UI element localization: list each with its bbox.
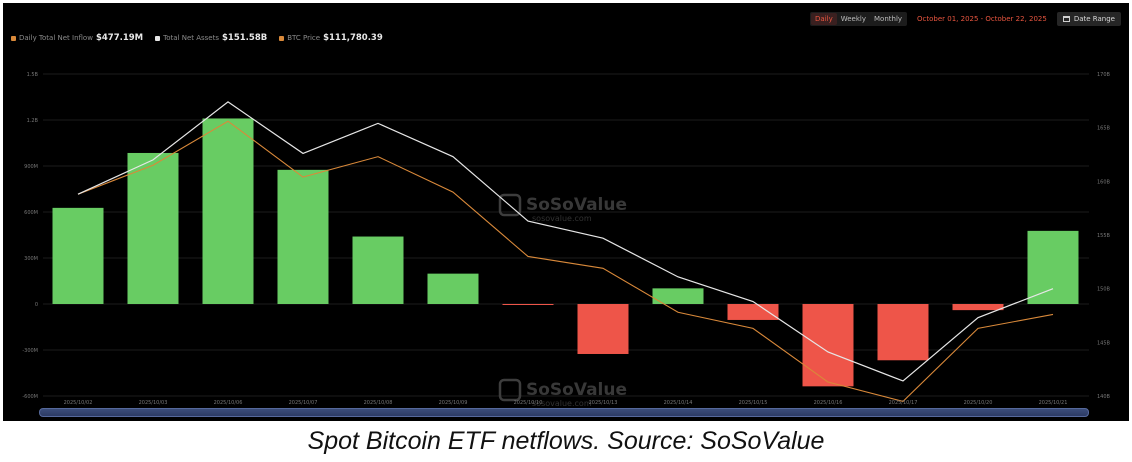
net-inflow-bar[interactable] xyxy=(502,304,554,305)
interval-weekly-button[interactable]: Weekly xyxy=(840,15,866,23)
x-axis-tick-label: 2025/10/21 xyxy=(1039,400,1068,406)
chart-legend: Daily Total Net Inflow $477.19M Total Ne… xyxy=(11,33,383,43)
legend-swatch-net-inflow xyxy=(11,35,16,41)
net-inflow-bar[interactable] xyxy=(277,169,329,304)
right-axis-tick-label: 140B xyxy=(1097,394,1111,400)
line-series xyxy=(77,101,1054,402)
net-inflow-bar[interactable] xyxy=(577,304,629,354)
legend-label-btc-price: BTC Price xyxy=(287,34,321,42)
figure-caption: Spot Bitcoin ETF netflows. Source: SoSoV… xyxy=(307,427,825,455)
calendar-icon xyxy=(1062,16,1070,22)
x-axis-tick-label: 2025/10/02 xyxy=(64,400,93,406)
watermark-logo-icon xyxy=(498,378,522,402)
left-axis-tick-label: 1.5B xyxy=(27,72,39,78)
net-inflow-bar[interactable] xyxy=(352,236,404,304)
legend-swatch-btc-price xyxy=(279,35,285,41)
net-inflow-bar[interactable] xyxy=(427,273,479,304)
net-inflow-bar[interactable] xyxy=(952,304,1004,311)
chart-toolbar: Daily Weekly Monthly October 01, 2025 - … xyxy=(810,12,1121,26)
legend-label-net-assets: Total Net Assets xyxy=(163,34,220,42)
watermark-domain-top: sosovalue.com xyxy=(532,214,592,223)
right-axis-tick-label: 150B xyxy=(1097,287,1111,293)
date-range-text: October 01, 2025 - October 22, 2025 xyxy=(917,15,1047,23)
x-axis-tick-label: 2025/10/16 xyxy=(814,400,843,406)
watermark-logo-icon xyxy=(498,193,522,217)
right-axis-tick-label: 170B xyxy=(1097,72,1111,78)
x-axis-tick-label: 2025/10/07 xyxy=(289,400,318,406)
total-net-assets-line[interactable] xyxy=(77,101,1054,382)
right-axis-tick-label: 160B xyxy=(1097,179,1111,185)
x-axis-tick-label: 2025/10/14 xyxy=(664,400,693,406)
net-inflow-bar[interactable] xyxy=(727,304,779,320)
legend-value-net-assets: $151.58B xyxy=(222,33,268,43)
watermark-brand-top: SoSoValue xyxy=(526,195,627,215)
watermark-bottom: SoSoValue sosovalue.com xyxy=(498,378,627,408)
left-axis-tick-label: 600M xyxy=(24,210,38,216)
date-range-button-label: Date Range xyxy=(1073,15,1115,23)
left-axis-tick-label: -600M xyxy=(22,394,38,400)
x-axis-tick-label: 2025/10/06 xyxy=(214,400,243,406)
legend-value-net-inflow: $477.19M xyxy=(95,33,144,43)
net-inflow-bar[interactable] xyxy=(1027,230,1079,304)
net-inflow-bar[interactable] xyxy=(877,304,929,361)
x-axis-tick-label: 2025/10/03 xyxy=(139,400,168,406)
x-axis-tick-label: 2025/10/09 xyxy=(439,400,468,406)
x-axis-tick-label: 2025/10/08 xyxy=(364,400,393,406)
left-axis-tick-label: 900M xyxy=(24,164,38,170)
x-axis-tick-label: 2025/10/15 xyxy=(739,400,768,406)
right-axis: 170B 165B 160B 155B 150B 145B 140B xyxy=(1097,72,1111,400)
net-inflow-bar[interactable] xyxy=(52,207,104,304)
x-axis-tick-label: 2025/10/17 xyxy=(889,400,918,406)
chart-range-scrollbar[interactable] xyxy=(39,408,1089,417)
watermark-brand-bottom: SoSoValue xyxy=(526,380,627,400)
legend-value-btc-price: $111,780.39 xyxy=(323,33,383,43)
right-axis-tick-label: 155B xyxy=(1097,233,1111,239)
legend-label-net-inflow: Daily Total Net Inflow xyxy=(19,34,93,42)
left-axis-tick-label: 0 xyxy=(35,302,38,308)
x-axis-tick-label: 2025/10/20 xyxy=(964,400,993,406)
net-inflow-bar[interactable] xyxy=(127,152,179,304)
interval-monthly-button[interactable]: Monthly xyxy=(874,15,903,23)
chart-canvas: SoSoValue sosovalue.com SoSoValue sosova… xyxy=(22,72,1111,408)
etf-chart-panel: Daily Weekly Monthly October 01, 2025 - … xyxy=(3,3,1129,421)
net-inflow-bar[interactable] xyxy=(802,304,854,387)
legend-item-btc-price[interactable]: BTC Price $111,780.39 xyxy=(279,33,383,43)
left-axis-tick-label: 300M xyxy=(24,256,38,262)
bar-series xyxy=(52,118,1079,387)
watermark-domain-bottom: sosovalue.com xyxy=(532,399,592,408)
net-inflow-bar[interactable] xyxy=(652,288,704,304)
left-axis-tick-label: 1.2B xyxy=(27,118,39,124)
left-axis-tick-label: -300M xyxy=(22,348,38,354)
x-axis-tick-label: 2025/10/10 xyxy=(514,400,543,406)
legend-swatch-net-assets xyxy=(155,35,161,41)
watermark-top: SoSoValue sosovalue.com xyxy=(498,193,627,223)
interval-selector: Daily Weekly Monthly xyxy=(810,12,908,26)
date-range-button[interactable]: Date Range xyxy=(1056,12,1121,26)
grid-lines xyxy=(43,73,1089,397)
x-axis: 2025/10/02 2025/10/03 2025/10/06 2025/10/07… xyxy=(64,400,1068,406)
right-axis-tick-label: 165B xyxy=(1097,126,1111,132)
interval-daily-button[interactable]: Daily xyxy=(811,13,837,25)
right-axis-tick-label: 145B xyxy=(1097,340,1111,346)
x-axis-tick-label: 2025/10/13 xyxy=(589,400,618,406)
btc-price-line[interactable] xyxy=(77,120,1054,402)
legend-item-net-assets[interactable]: Total Net Assets $151.58B xyxy=(155,33,267,43)
legend-item-net-inflow[interactable]: Daily Total Net Inflow $477.19M xyxy=(11,33,143,43)
net-inflow-bar[interactable] xyxy=(202,118,254,304)
left-axis: 1.5B 1.2B 900M 600M 300M 0 -300M -600M xyxy=(22,72,38,400)
watermarks: SoSoValue sosovalue.com SoSoValue sosova… xyxy=(498,193,627,408)
